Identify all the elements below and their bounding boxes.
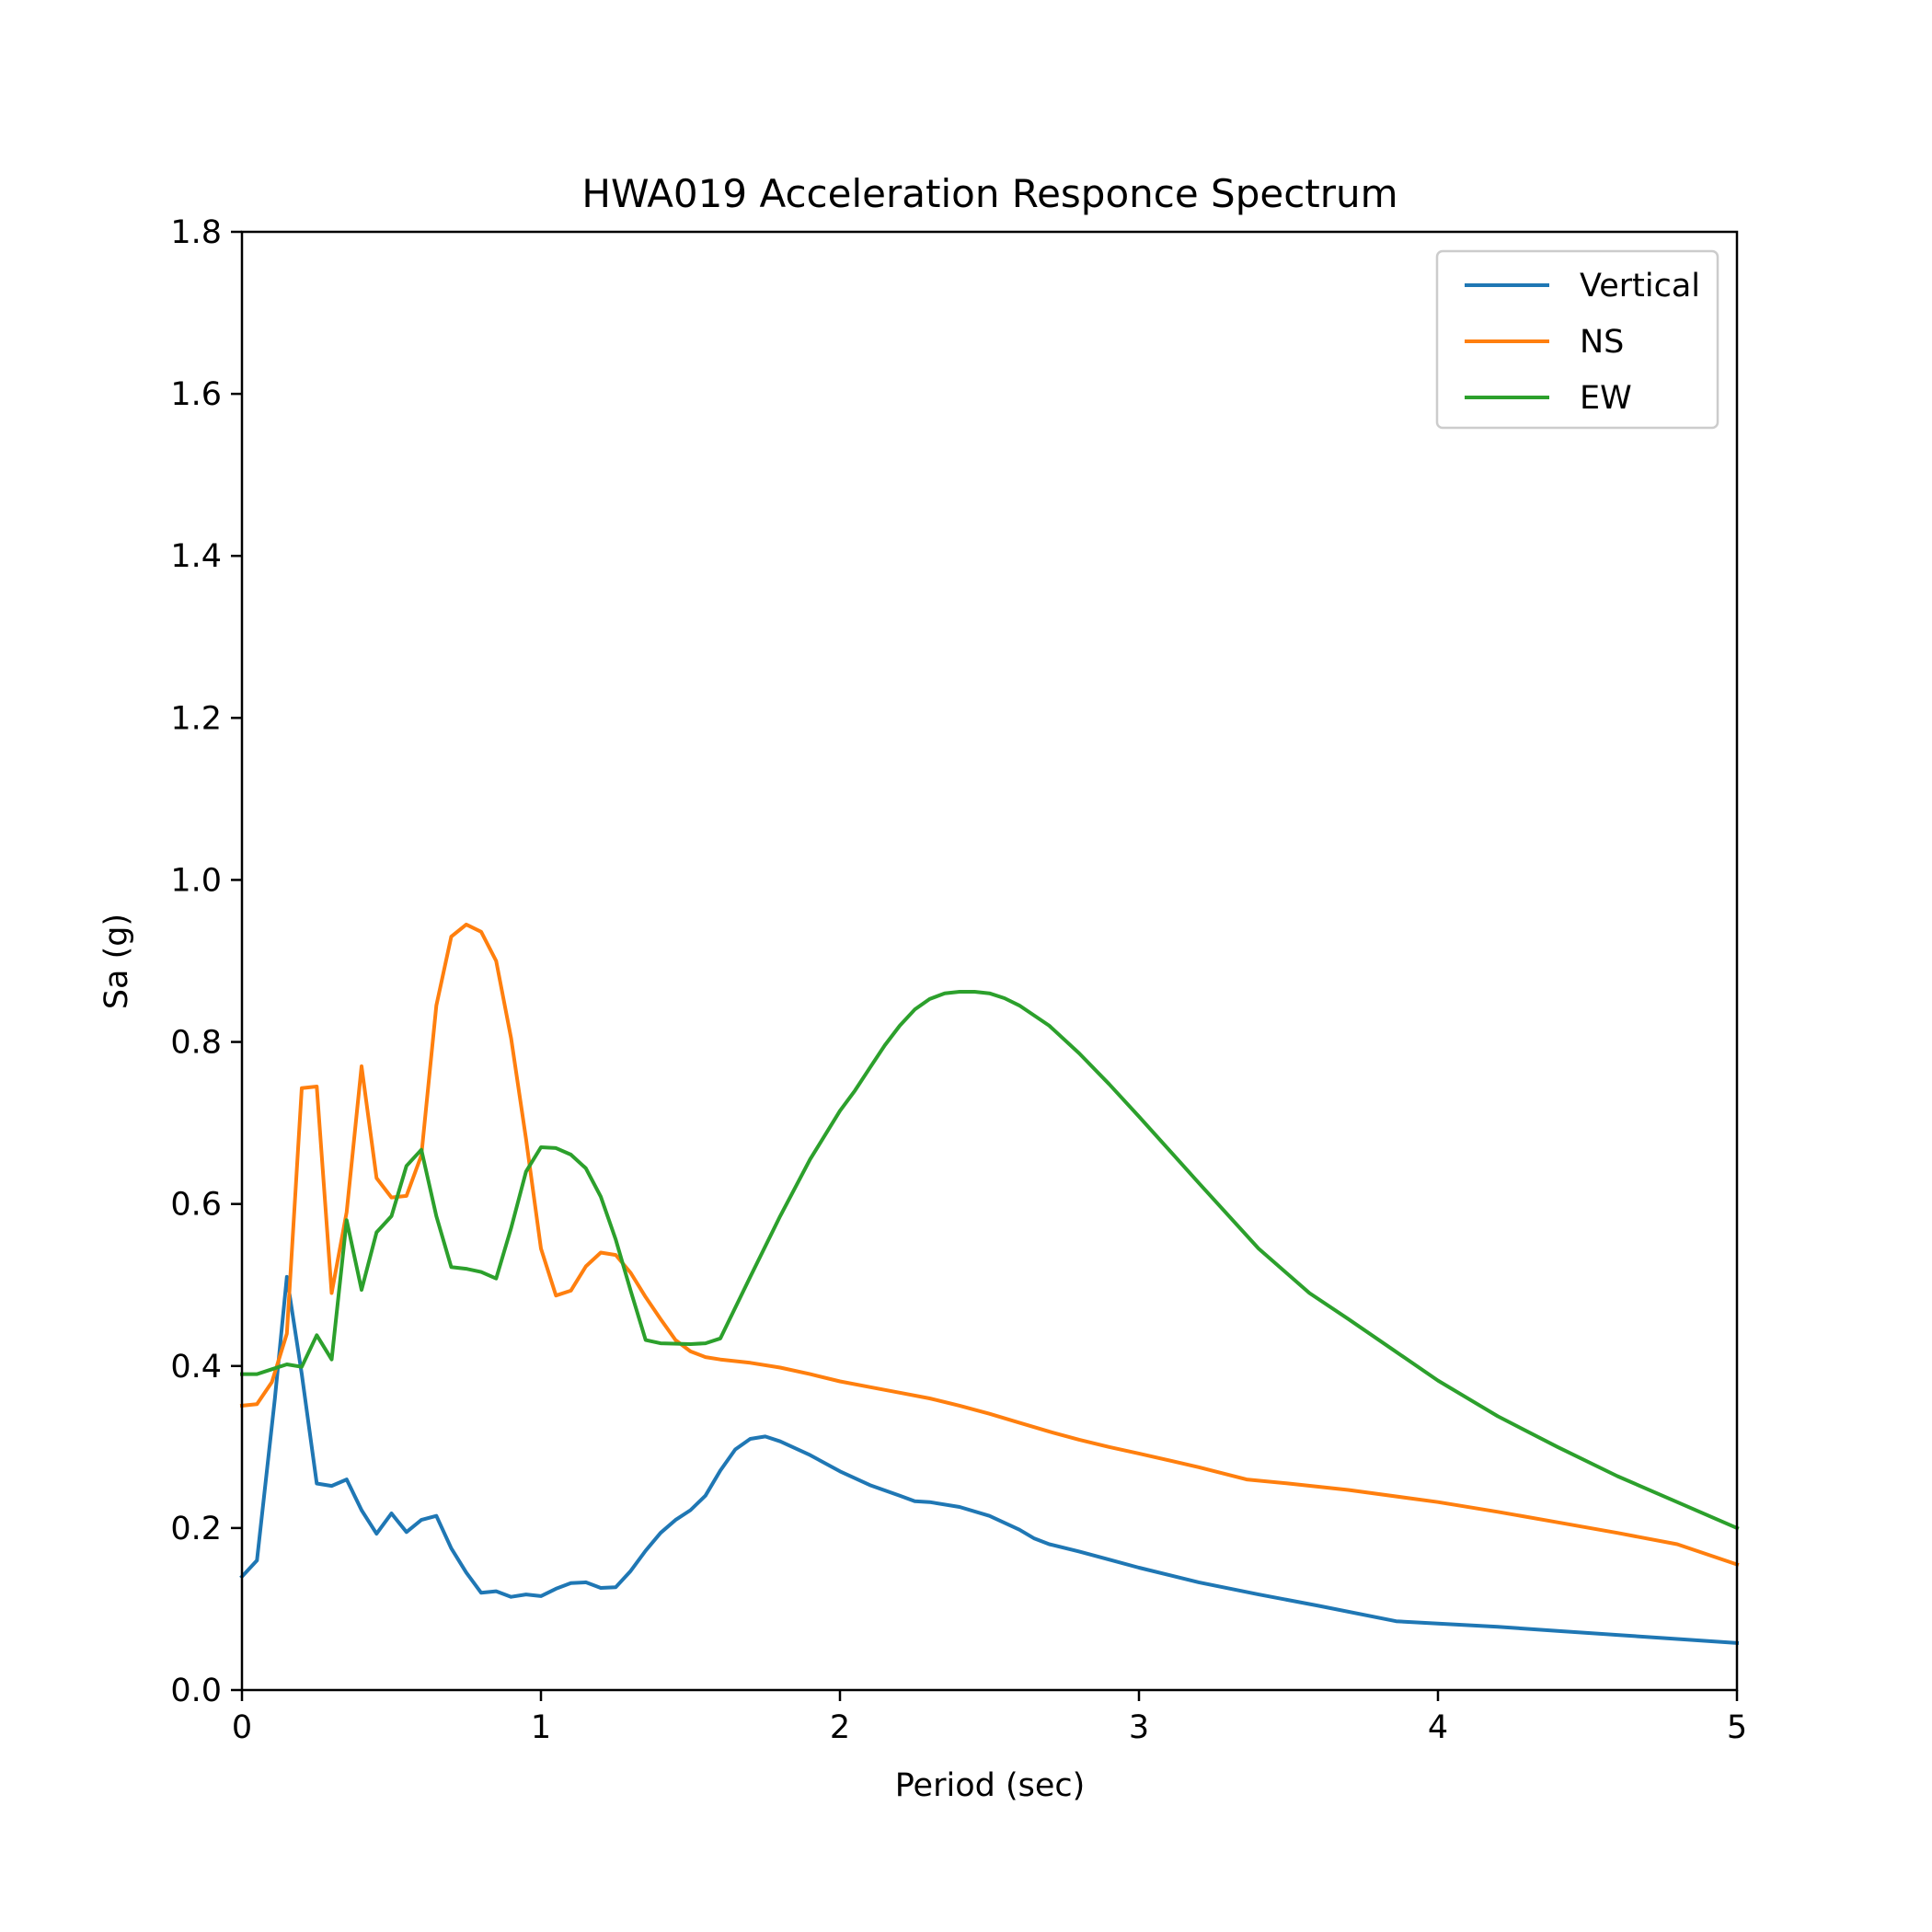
legend-label-ew: EW [1580, 380, 1632, 417]
y-tick-label: 1.4 [170, 538, 222, 575]
y-tick-label: 1.6 [170, 376, 222, 413]
plot-frame [240, 230, 1739, 1692]
y-tick-label: 0.0 [170, 1673, 222, 1709]
y-axis: 0.0 0.2 0.4 0.6 0.8 1.0 1.2 1.4 1.6 1.8 [170, 214, 242, 1709]
plot-area [239, 922, 1740, 1646]
y-tick-label: 0.8 [170, 1025, 222, 1062]
y-tick-label: 1.0 [170, 862, 222, 899]
x-tick-label: 5 [1727, 1709, 1747, 1746]
y-axis-label: Sa (g) [98, 914, 135, 1009]
x-axis: 0 1 2 3 4 5 [232, 1690, 1747, 1746]
legend-label-ns: NS [1580, 324, 1624, 361]
legend-label-vertical: Vertical [1580, 268, 1700, 305]
x-tick-label: 0 [232, 1709, 252, 1746]
y-tick-label: 0.4 [170, 1349, 222, 1386]
x-tick-label: 3 [1129, 1709, 1149, 1746]
legend: Vertical NS EW [1435, 249, 1719, 430]
series-line-ew [240, 990, 1740, 1531]
x-tick-label: 2 [830, 1709, 850, 1746]
chart-title: HWA019 Acceleration Responce Spectrum [581, 171, 1397, 216]
y-tick-label: 1.2 [170, 700, 222, 737]
y-tick-label: 0.6 [170, 1187, 222, 1224]
series-line-vertical [239, 1274, 1740, 1646]
y-tick-label: 0.2 [170, 1511, 222, 1547]
legend-box [1435, 249, 1719, 430]
x-tick-label: 4 [1428, 1709, 1448, 1746]
x-tick-label: 1 [531, 1709, 551, 1746]
x-axis-label: Period (sec) [895, 1767, 1086, 1804]
y-tick-label: 1.8 [170, 214, 222, 251]
series-line-ns [239, 922, 1740, 1568]
